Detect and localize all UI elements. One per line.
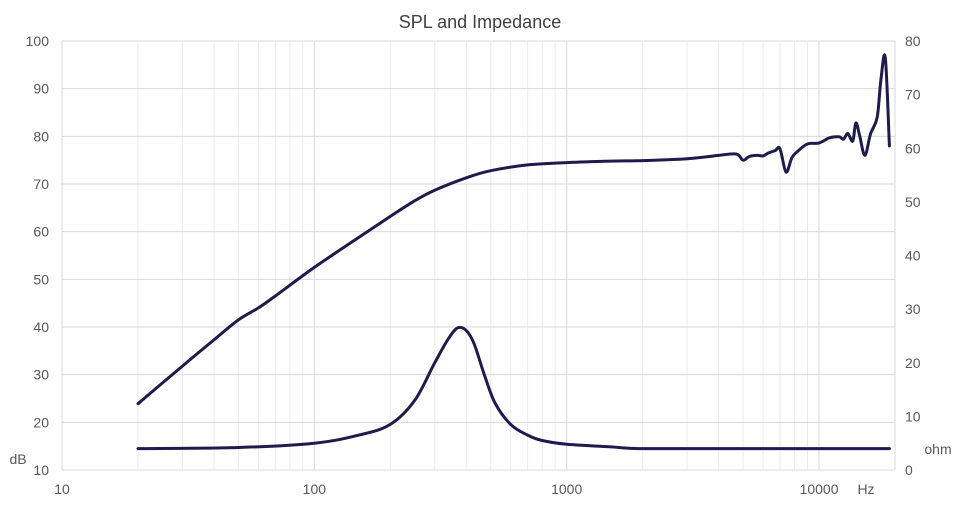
y-left-tick-label: 30 bbox=[33, 367, 49, 383]
x-tick-label: 1000 bbox=[551, 481, 582, 497]
y-right-tick-label: 0 bbox=[905, 462, 913, 478]
y-left-tick-label: 60 bbox=[33, 224, 49, 240]
impedance-series-line bbox=[136, 325, 891, 451]
y-left-tick-label: 20 bbox=[33, 414, 49, 430]
y-left-tick-label: 90 bbox=[33, 81, 49, 97]
y-left-tick-label: 50 bbox=[33, 271, 49, 287]
x-axis-unit-label: Hz bbox=[857, 481, 874, 497]
y-left-tick-label: 80 bbox=[33, 128, 49, 144]
y-left-tick-label: 100 bbox=[26, 33, 50, 49]
label-layer: SPL and Impedance dB ohm Hz 10 20 30 40 50 60… bbox=[9, 12, 951, 497]
y-right-tick-label: 50 bbox=[905, 194, 921, 210]
minor-gridlines bbox=[137, 41, 896, 470]
x-tick-label: 10000 bbox=[800, 481, 839, 497]
series-layer bbox=[136, 53, 891, 451]
chart-title: SPL and Impedance bbox=[399, 12, 561, 32]
spl-series-line bbox=[136, 53, 891, 406]
y-right-tick-label: 60 bbox=[905, 140, 921, 156]
x-tick-label: 100 bbox=[303, 481, 327, 497]
y-right-tick-label: 30 bbox=[905, 301, 921, 317]
y-right-tick-label: 70 bbox=[905, 87, 921, 103]
y-right-tick-label: 80 bbox=[905, 33, 921, 49]
y-right-tick-label: 20 bbox=[905, 355, 921, 371]
y-left-tick-label: 40 bbox=[33, 319, 49, 335]
major-gridlines bbox=[61, 40, 896, 471]
y-left-axis-label: dB bbox=[9, 451, 26, 467]
y-left-tick-label: 10 bbox=[33, 462, 49, 478]
y-right-tick-label: 40 bbox=[905, 248, 921, 264]
y-left-tick-label: 70 bbox=[33, 176, 49, 192]
y-right-axis-label: ohm bbox=[924, 441, 951, 457]
x-tick-label: 10 bbox=[54, 481, 70, 497]
y-right-tick-label: 10 bbox=[905, 408, 921, 424]
